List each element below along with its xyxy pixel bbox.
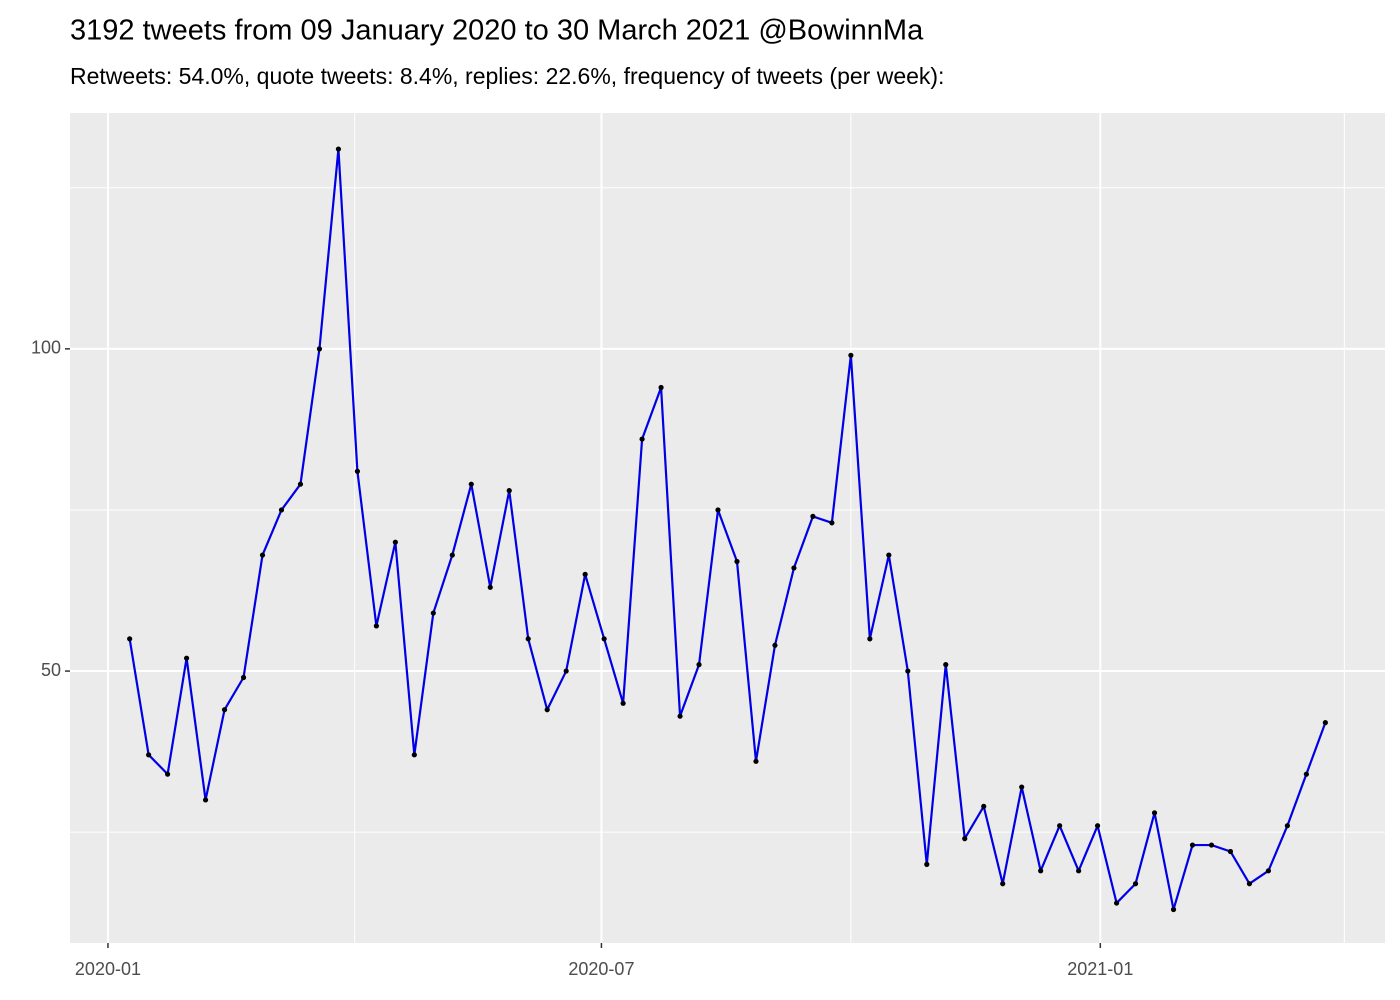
data-point: [506, 488, 512, 494]
data-point: [449, 552, 455, 558]
data-point: [1170, 906, 1177, 913]
data-point: [658, 384, 664, 391]
data-point: [297, 481, 304, 487]
data-point: [544, 707, 550, 713]
data-point: [677, 713, 683, 719]
data-line: [128, 147, 1327, 911]
x-tick-label: 2021-01: [1067, 959, 1133, 979]
data-point: [829, 520, 835, 526]
data-point: [905, 668, 911, 674]
data-point: [1132, 881, 1139, 887]
data-point: [943, 662, 949, 668]
data-point: [1303, 771, 1309, 777]
data-point: [696, 662, 702, 668]
data-point: [240, 674, 247, 681]
data-point: [715, 507, 721, 513]
data-point: [221, 707, 228, 713]
plot-panel: [70, 113, 1385, 943]
data-point: [1189, 842, 1196, 848]
data-point: [753, 758, 759, 764]
data-point: [1284, 823, 1290, 829]
data-point: [335, 146, 342, 152]
data-point: [430, 610, 436, 616]
data-point: [791, 565, 797, 571]
data-point: [259, 552, 266, 558]
data-point: [620, 700, 626, 706]
data-point: [1076, 868, 1082, 874]
data-point: [924, 861, 930, 867]
x-tick-label: 2020-01: [75, 959, 141, 979]
y-tick-label: 100: [31, 338, 61, 358]
data-point: [1057, 823, 1063, 829]
data-point: [487, 584, 493, 590]
data-point: [1000, 881, 1006, 887]
data-point: [278, 507, 285, 513]
data-point: [1227, 848, 1234, 855]
data-point: [1322, 720, 1328, 726]
data-point: [1038, 868, 1044, 874]
data-point: [525, 636, 531, 642]
data-point: [316, 346, 323, 352]
data-point: [146, 752, 152, 758]
x-tick-label: 2020-07: [568, 959, 634, 979]
data-point: [639, 436, 645, 442]
data-point: [601, 636, 607, 642]
data-point: [411, 752, 417, 758]
data-point: [981, 803, 987, 809]
data-point: [886, 552, 892, 558]
y-tick-label: 50: [41, 660, 61, 680]
data-point: [962, 836, 968, 842]
chart-title: 3192 tweets from 09 January 2020 to 30 M…: [70, 15, 924, 47]
data-point: [734, 558, 740, 565]
chart-subtitle: Retweets: 54.0%, quote tweets: 8.4%, rep…: [70, 63, 944, 89]
data-point: [772, 642, 778, 648]
data-point: [373, 623, 379, 629]
data-point: [202, 797, 209, 803]
data-point: [127, 636, 133, 642]
data-point: [1151, 810, 1158, 816]
data-point: [563, 668, 569, 674]
data-point: [848, 352, 854, 358]
data-point: [183, 655, 190, 661]
data-point: [354, 468, 361, 474]
data-point: [165, 771, 171, 777]
data-point: [1208, 842, 1215, 848]
data-point: [468, 481, 474, 487]
data-point: [1246, 881, 1253, 887]
data-point: [810, 513, 816, 520]
data-point: [1019, 784, 1025, 790]
data-point: [1113, 900, 1120, 906]
data-point: [867, 636, 873, 642]
data-point: [1094, 823, 1101, 829]
data-point: [582, 571, 588, 577]
data-point: [1265, 868, 1272, 874]
data-point: [392, 539, 398, 545]
